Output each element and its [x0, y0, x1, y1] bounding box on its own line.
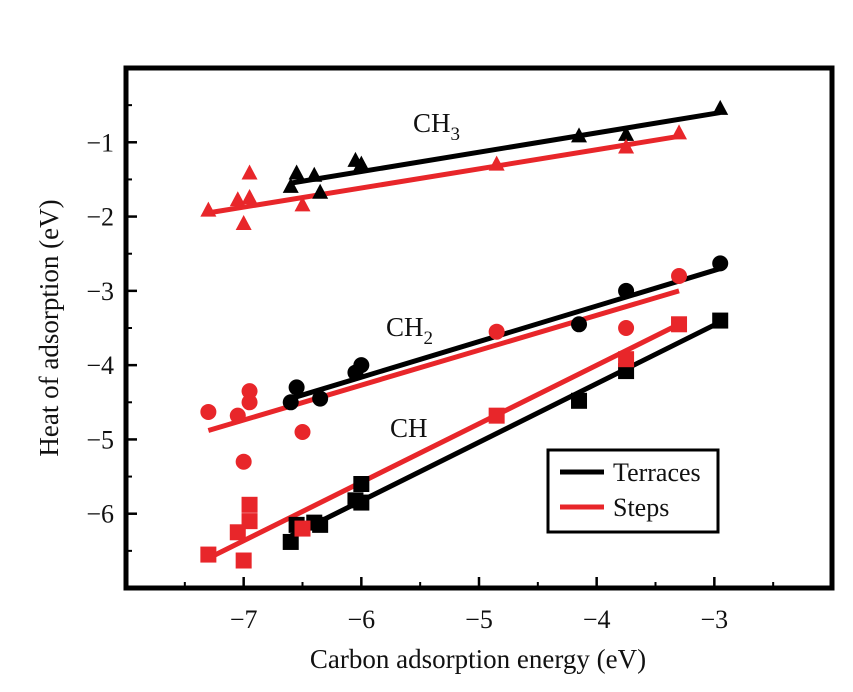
- data-point-terraces: [712, 312, 729, 329]
- data-point-steps: [618, 320, 635, 336]
- data-point-terraces: [288, 379, 305, 396]
- data-points: [200, 99, 729, 569]
- legend-label-steps: Steps: [613, 493, 669, 522]
- data-point-terraces: [571, 392, 588, 409]
- y-tick-label: −3: [86, 277, 114, 306]
- data-point-terraces: [618, 125, 635, 141]
- data-point-steps: [200, 403, 217, 420]
- x-tick-label: −5: [465, 605, 493, 634]
- data-point-steps: [200, 546, 217, 563]
- data-point-steps: [294, 424, 311, 440]
- data-point-steps: [235, 453, 252, 470]
- data-point-terraces: [571, 127, 588, 143]
- data-point-steps: [488, 407, 505, 424]
- legend-label-terraces: Terraces: [613, 458, 701, 487]
- x-tick-label: −7: [230, 605, 258, 634]
- data-point-steps: [241, 496, 258, 513]
- data-point-terraces: [282, 533, 299, 550]
- fit-line-terraces: [290, 110, 721, 186]
- axis-ticks: −7 −6 −5 −4 −3 −1 −2 −3 −4 −5 −6: [86, 104, 833, 634]
- data-point-steps: [618, 138, 635, 154]
- data-point-steps: [241, 189, 258, 204]
- data-point-terraces: [282, 177, 299, 193]
- data-point-terraces: [312, 516, 329, 533]
- series-group-label-ch: CH: [390, 413, 428, 443]
- x-tick-label: −3: [700, 605, 728, 634]
- data-point-steps: [488, 323, 505, 340]
- data-point-steps: [200, 201, 217, 217]
- fit-line-terraces: [290, 266, 721, 401]
- data-point-steps: [671, 124, 688, 140]
- data-point-terraces: [353, 357, 370, 374]
- x-tick-label: −6: [347, 605, 375, 634]
- data-point-steps: [294, 520, 311, 537]
- data-point-terraces: [618, 282, 635, 299]
- data-point-steps: [241, 383, 258, 400]
- data-point-steps: [671, 316, 688, 333]
- data-point-terraces: [712, 255, 729, 272]
- data-point-terraces: [712, 99, 729, 115]
- series-group-label-ch3: CH3: [413, 108, 460, 145]
- fit-line-steps: [207, 133, 680, 216]
- data-point-terraces: [571, 316, 588, 333]
- data-point-steps: [241, 394, 258, 411]
- data-point-steps: [488, 155, 505, 171]
- data-point-steps: [241, 513, 258, 530]
- y-tick-label: −6: [86, 500, 114, 529]
- data-point-steps: [294, 196, 311, 212]
- y-axis-title: Heat of adsorption (eV): [34, 199, 64, 456]
- y-tick-label: −1: [86, 128, 114, 157]
- data-point-steps: [229, 191, 246, 207]
- data-point-steps: [241, 164, 258, 180]
- data-point-terraces: [353, 494, 370, 511]
- legend: Terraces Steps: [546, 448, 720, 534]
- data-point-steps: [671, 268, 688, 284]
- series-group-label-ch2: CH2: [386, 312, 433, 349]
- data-point-terraces: [353, 155, 370, 171]
- series-group-label-ch2-main: CH: [386, 312, 424, 342]
- x-axis-title: Carbon adsorption energy (eV): [310, 644, 646, 674]
- x-tick-label: −4: [583, 605, 611, 634]
- data-point-terraces: [288, 164, 305, 180]
- data-point-steps: [235, 552, 252, 569]
- series-group-label-ch2-sub: 2: [424, 328, 434, 349]
- y-tick-label: −4: [86, 351, 114, 380]
- data-point-terraces: [353, 476, 370, 492]
- series-group-label-ch3-sub: 3: [451, 124, 461, 145]
- data-point-terraces: [312, 183, 329, 199]
- data-point-terraces: [306, 166, 323, 182]
- fit-line-steps: [207, 322, 681, 561]
- data-point-steps: [229, 407, 246, 424]
- y-tick-label: −2: [86, 203, 114, 232]
- legend-box: [546, 448, 720, 534]
- series-group-label-ch3-main: CH: [413, 108, 451, 138]
- data-point-terraces: [282, 394, 299, 411]
- data-point-steps: [618, 351, 635, 368]
- data-point-terraces: [312, 390, 329, 407]
- data-point-steps: [235, 215, 252, 230]
- y-tick-label: −5: [86, 425, 114, 454]
